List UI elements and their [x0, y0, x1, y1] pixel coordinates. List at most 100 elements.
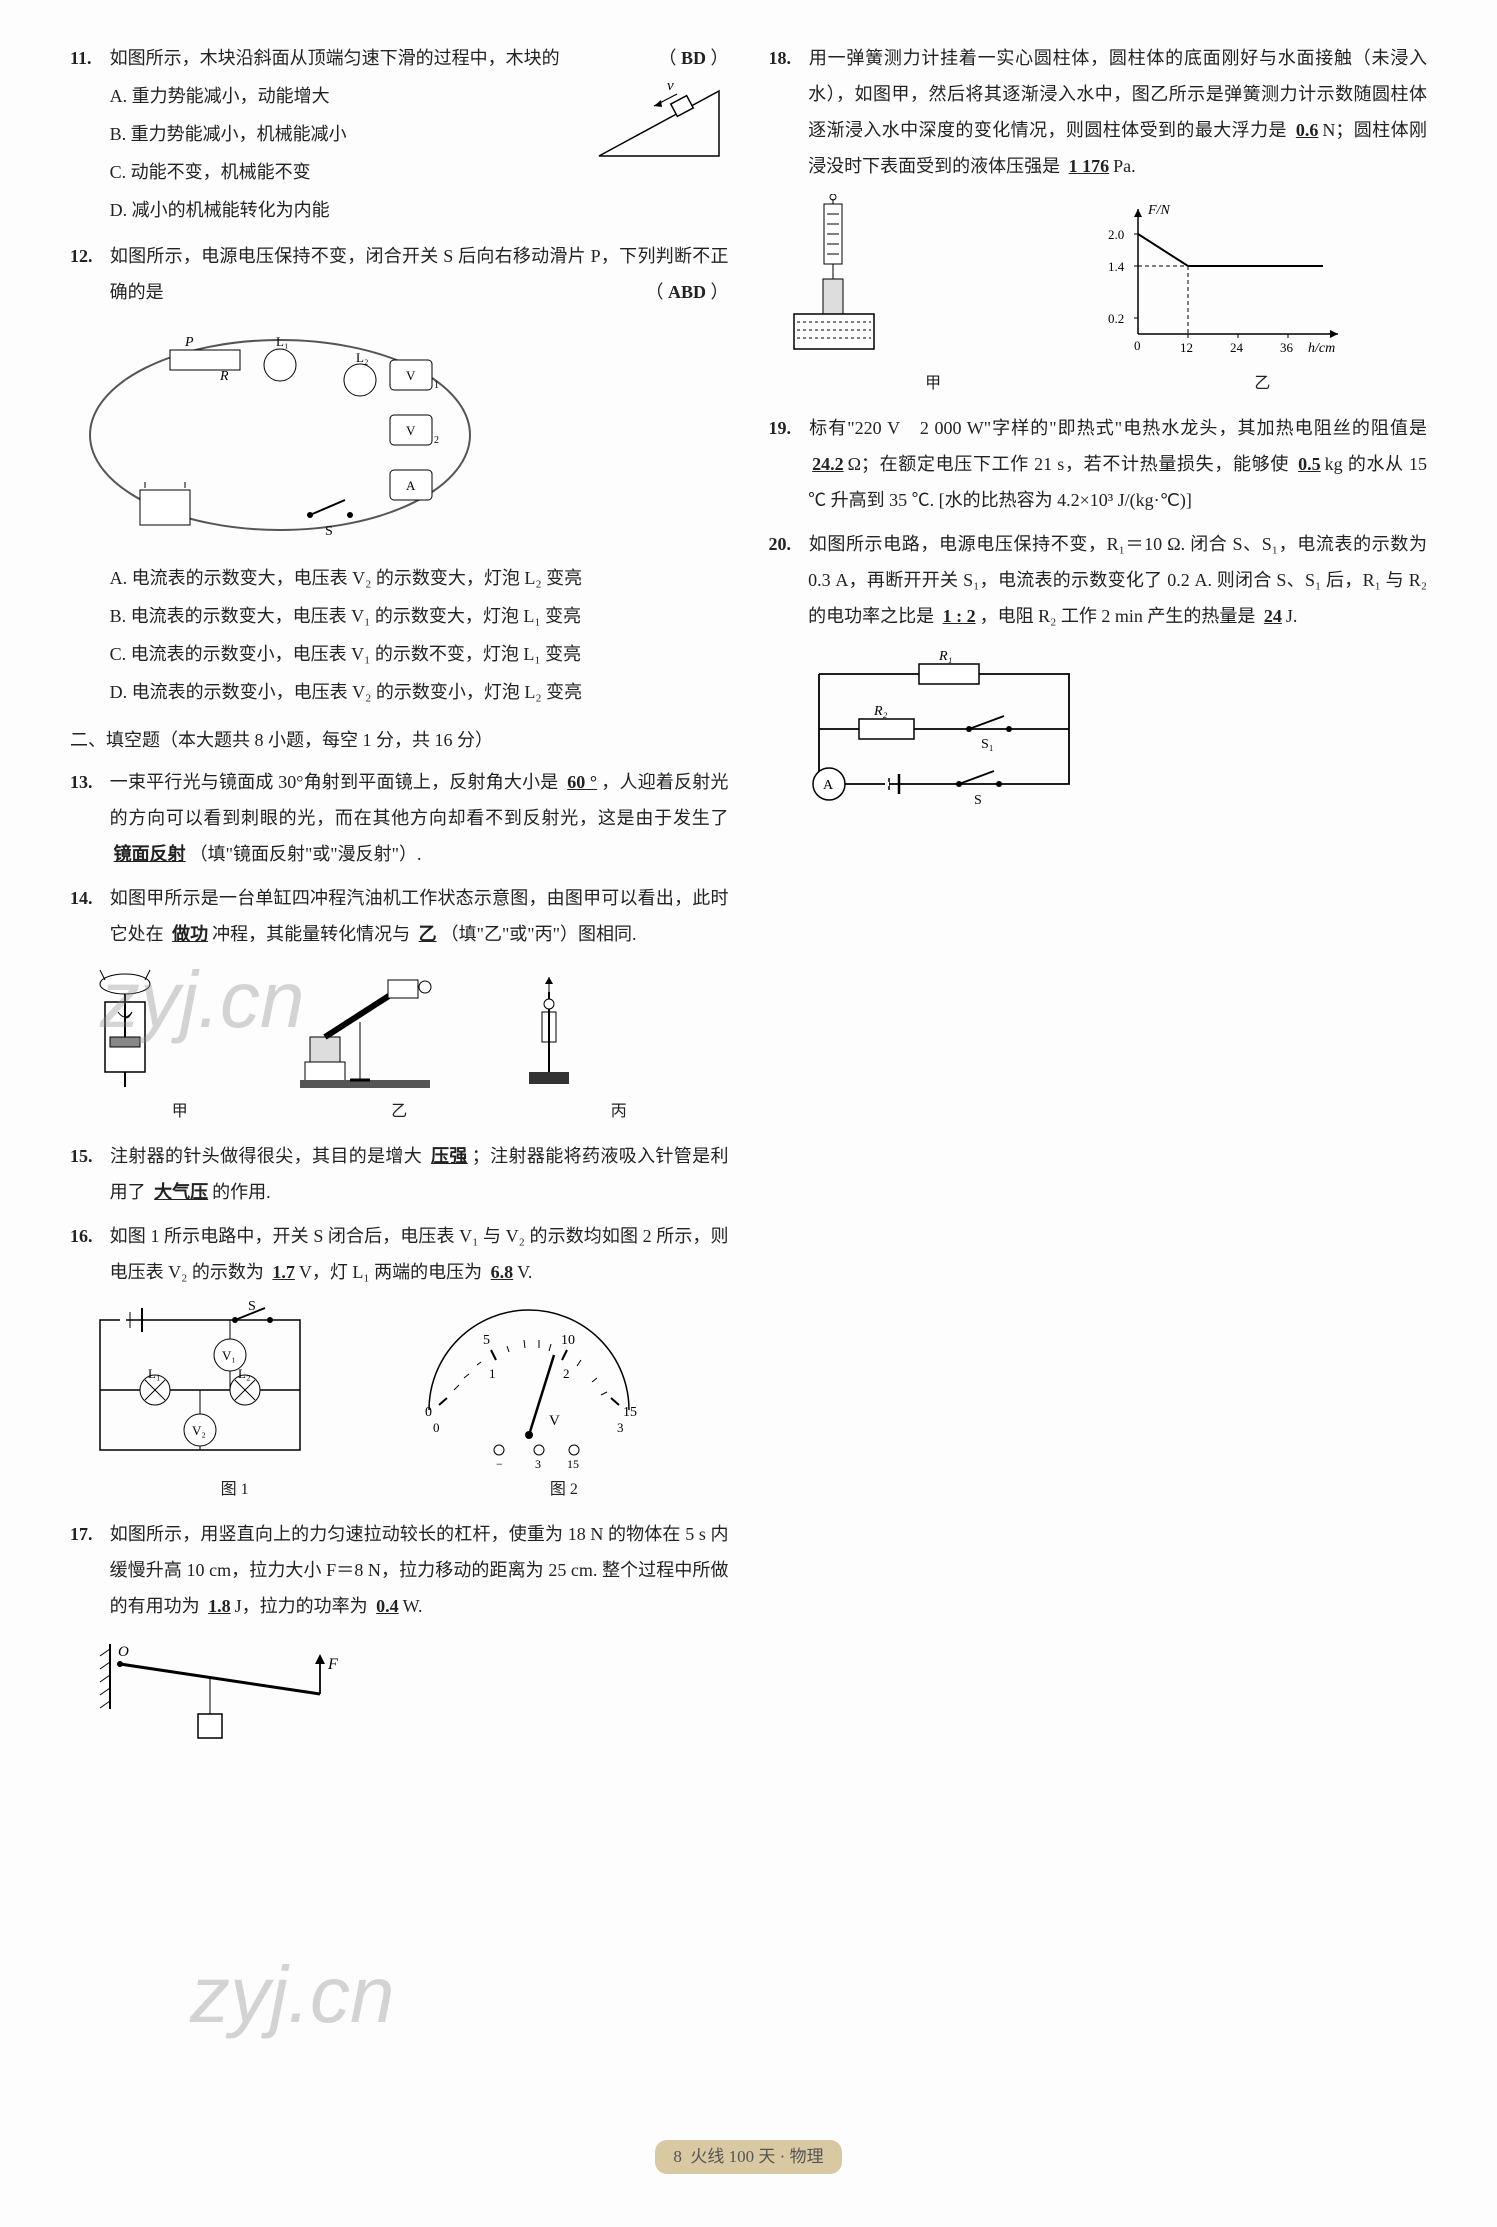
q16-number: 16.	[70, 1218, 110, 1254]
q16-S: S	[248, 1300, 256, 1314]
q18-label-jia: 甲	[769, 368, 1098, 400]
svg-text:24: 24	[1230, 340, 1244, 355]
svg-text:F/N: F/N	[1147, 203, 1170, 218]
q12-opt-b: B. 电流表的示数变大，电压表 V₁ 的示数变大，灯泡 L₁ 变亮	[110, 598, 729, 634]
question-19: 19.标有"220 V 2 000 W"字样的"即热式"电热水龙头，其加热电阻丝…	[769, 410, 1428, 518]
svg-text:L₁: L₁	[148, 1366, 160, 1381]
q20-ans2: 24	[1260, 606, 1286, 626]
q20-part2: ，电阻 R₂ 工作 2 min 产生的热量是	[980, 606, 1256, 626]
svg-text:2: 2	[434, 435, 439, 446]
svg-text:A: A	[823, 778, 834, 793]
svg-text:F: F	[327, 1656, 338, 1673]
q16-ans2: 6.8	[487, 1262, 518, 1282]
svg-text:V: V	[549, 1413, 560, 1429]
question-18: 18.用一弹簧测力计挂着一实心圆柱体，圆柱体的底面刚好与水面接触（未浸入水），如…	[769, 40, 1428, 400]
question-12: 12.如图所示，电源电压保持不变，闭合开关 S 后向右移动滑片 P，下列判断不正…	[70, 238, 729, 710]
q16-figures: S V₁ L₁ L₂ V₂ 图 1	[70, 1300, 729, 1506]
svg-text:L₂: L₂	[238, 1366, 250, 1381]
svg-text:R₂: R₂	[873, 704, 888, 719]
svg-text:R: R	[219, 369, 229, 384]
q13-number: 13.	[70, 764, 110, 800]
q18-label-yi: 乙	[1098, 368, 1427, 400]
svg-text:A: A	[406, 478, 416, 493]
svg-text:12: 12	[1180, 340, 1193, 355]
q12-number: 12.	[70, 238, 110, 274]
svg-text:3: 3	[617, 1420, 624, 1435]
q11-opt-d: D. 减小的机械能转化为内能	[110, 192, 729, 228]
svg-text:V₂: V₂	[192, 1423, 206, 1438]
q13-part3: （填"镜面反射"或"漫反射"）.	[190, 844, 422, 864]
q17-unit2: W.	[403, 1596, 423, 1616]
q18-ans1: 0.6	[1292, 120, 1323, 140]
q14-ans2: 乙	[415, 924, 441, 944]
footer-title: 火线 100 天 · 物理	[690, 2147, 823, 2166]
q16-part2: 灯 L₁ 两端的电压为	[330, 1262, 482, 1282]
q11-answer: BD	[681, 48, 706, 68]
q12-opt-a: A. 电流表的示数变大，电压表 V₂ 的示数变大，灯泡 L₂ 变亮	[110, 560, 729, 596]
q14-ans1: 做功	[168, 924, 212, 944]
q13-ans1: 60 °	[563, 772, 601, 792]
svg-text:R₁: R₁	[938, 649, 952, 664]
q18-ans2: 1 176	[1065, 156, 1114, 176]
page-columns: 11.如图所示，木块沿斜面从顶端匀速下滑的过程中，木块的 （ BD ） v A.…	[70, 40, 1427, 2120]
question-11: 11.如图所示，木块沿斜面从顶端匀速下滑的过程中，木块的 （ BD ） v A.…	[70, 40, 729, 230]
question-17: 17.如图所示，用竖直向上的力匀速拉动较长的杠杆，使重为 18 N 的物体在 5…	[70, 1516, 729, 1754]
q20-ans1: 1 : 2	[939, 606, 980, 626]
svg-text:1.4: 1.4	[1108, 259, 1125, 274]
q17-unit1: J，拉力的功率为	[235, 1596, 368, 1616]
svg-text:1: 1	[489, 1366, 496, 1381]
q16-fig2-label: 图 2	[399, 1474, 728, 1506]
svg-text:S: S	[974, 793, 982, 808]
q11-figure: v	[589, 76, 729, 166]
q14-part2: 冲程，其能量转化情况与	[212, 924, 410, 944]
q17-figure: O F	[70, 1634, 729, 1754]
q18-number: 18.	[769, 40, 809, 76]
svg-text:P: P	[184, 335, 194, 350]
question-13: 13.一束平行光与镜面成 30°角射到平面镜上，反射角大小是 60 °，人迎着反…	[70, 764, 729, 872]
question-16: 16.如图 1 所示电路中，开关 S 闭合后，电压表 V₁ 与 V₂ 的示数均如…	[70, 1218, 729, 1506]
q19-ans1: 24.2	[808, 454, 848, 474]
q14-label-yi: 乙	[290, 1096, 510, 1128]
q14-part3: （填"乙"或"丙"）图相同.	[441, 924, 637, 944]
q16-ans1: 1.7	[268, 1262, 299, 1282]
q16-fig1-label: 图 1	[70, 1474, 399, 1506]
question-14: 14.如图甲所示是一台单缸四冲程汽油机工作状态示意图，由图甲可以看出，此时它处在…	[70, 880, 729, 1128]
q15-part3: 的作用.	[212, 1182, 271, 1202]
q15-number: 15.	[70, 1138, 110, 1174]
svg-text:0.2: 0.2	[1108, 311, 1124, 326]
q19-unit1: Ω；在额定电压下工作 21 s，若不计热量损失，能够使	[848, 454, 1289, 474]
q14-figures: 甲 乙	[70, 962, 729, 1128]
q19-number: 19.	[769, 410, 809, 446]
svg-text:2: 2	[563, 1366, 570, 1381]
svg-text:1: 1	[434, 380, 439, 391]
q18-unit2: Pa.	[1113, 156, 1136, 176]
q14-label-bing: 丙	[509, 1096, 729, 1128]
q14-label-jia: 甲	[70, 1096, 290, 1128]
q13-ans2: 镜面反射	[110, 844, 190, 864]
footer-page: 8	[673, 2147, 682, 2166]
q11-stem: 如图所示，木块沿斜面从顶端匀速下滑的过程中，木块的	[110, 48, 560, 68]
svg-text:15: 15	[567, 1457, 579, 1470]
q17-number: 17.	[70, 1516, 110, 1552]
svg-text:5: 5	[483, 1333, 490, 1348]
svg-text:S₁: S₁	[981, 737, 994, 752]
svg-text:L₂: L₂	[356, 350, 368, 365]
q16-unit2: V.	[517, 1262, 532, 1282]
q15-ans2: 大气压	[150, 1182, 212, 1202]
q20-unit2: J.	[1286, 606, 1298, 626]
q15-part1: 注射器的针头做得很尖，其目的是增大	[110, 1146, 423, 1166]
svg-text:L₁: L₁	[276, 334, 288, 349]
svg-text:10: 10	[561, 1333, 575, 1348]
q20-number: 20.	[769, 526, 809, 562]
svg-text:V: V	[406, 368, 416, 383]
q12-opt-d: D. 电流表的示数变小，电压表 V₂ 的示数变小，灯泡 L₂ 变亮	[110, 674, 729, 710]
q12-opt-c: C. 电流表的示数变小，电压表 V₁ 的示数不变，灯泡 L₁ 变亮	[110, 636, 729, 672]
svg-text:36: 36	[1280, 340, 1294, 355]
q17-ans2: 0.4	[372, 1596, 403, 1616]
svg-text:V₁: V₁	[222, 1348, 236, 1363]
svg-text:V: V	[406, 423, 416, 438]
q14-number: 14.	[70, 880, 110, 916]
svg-text:15: 15	[623, 1405, 637, 1420]
q12-stem: 如图所示，电源电压保持不变，闭合开关 S 后向右移动滑片 P，下列判断不正确的是	[110, 246, 729, 302]
svg-text:h/cm: h/cm	[1308, 341, 1335, 356]
